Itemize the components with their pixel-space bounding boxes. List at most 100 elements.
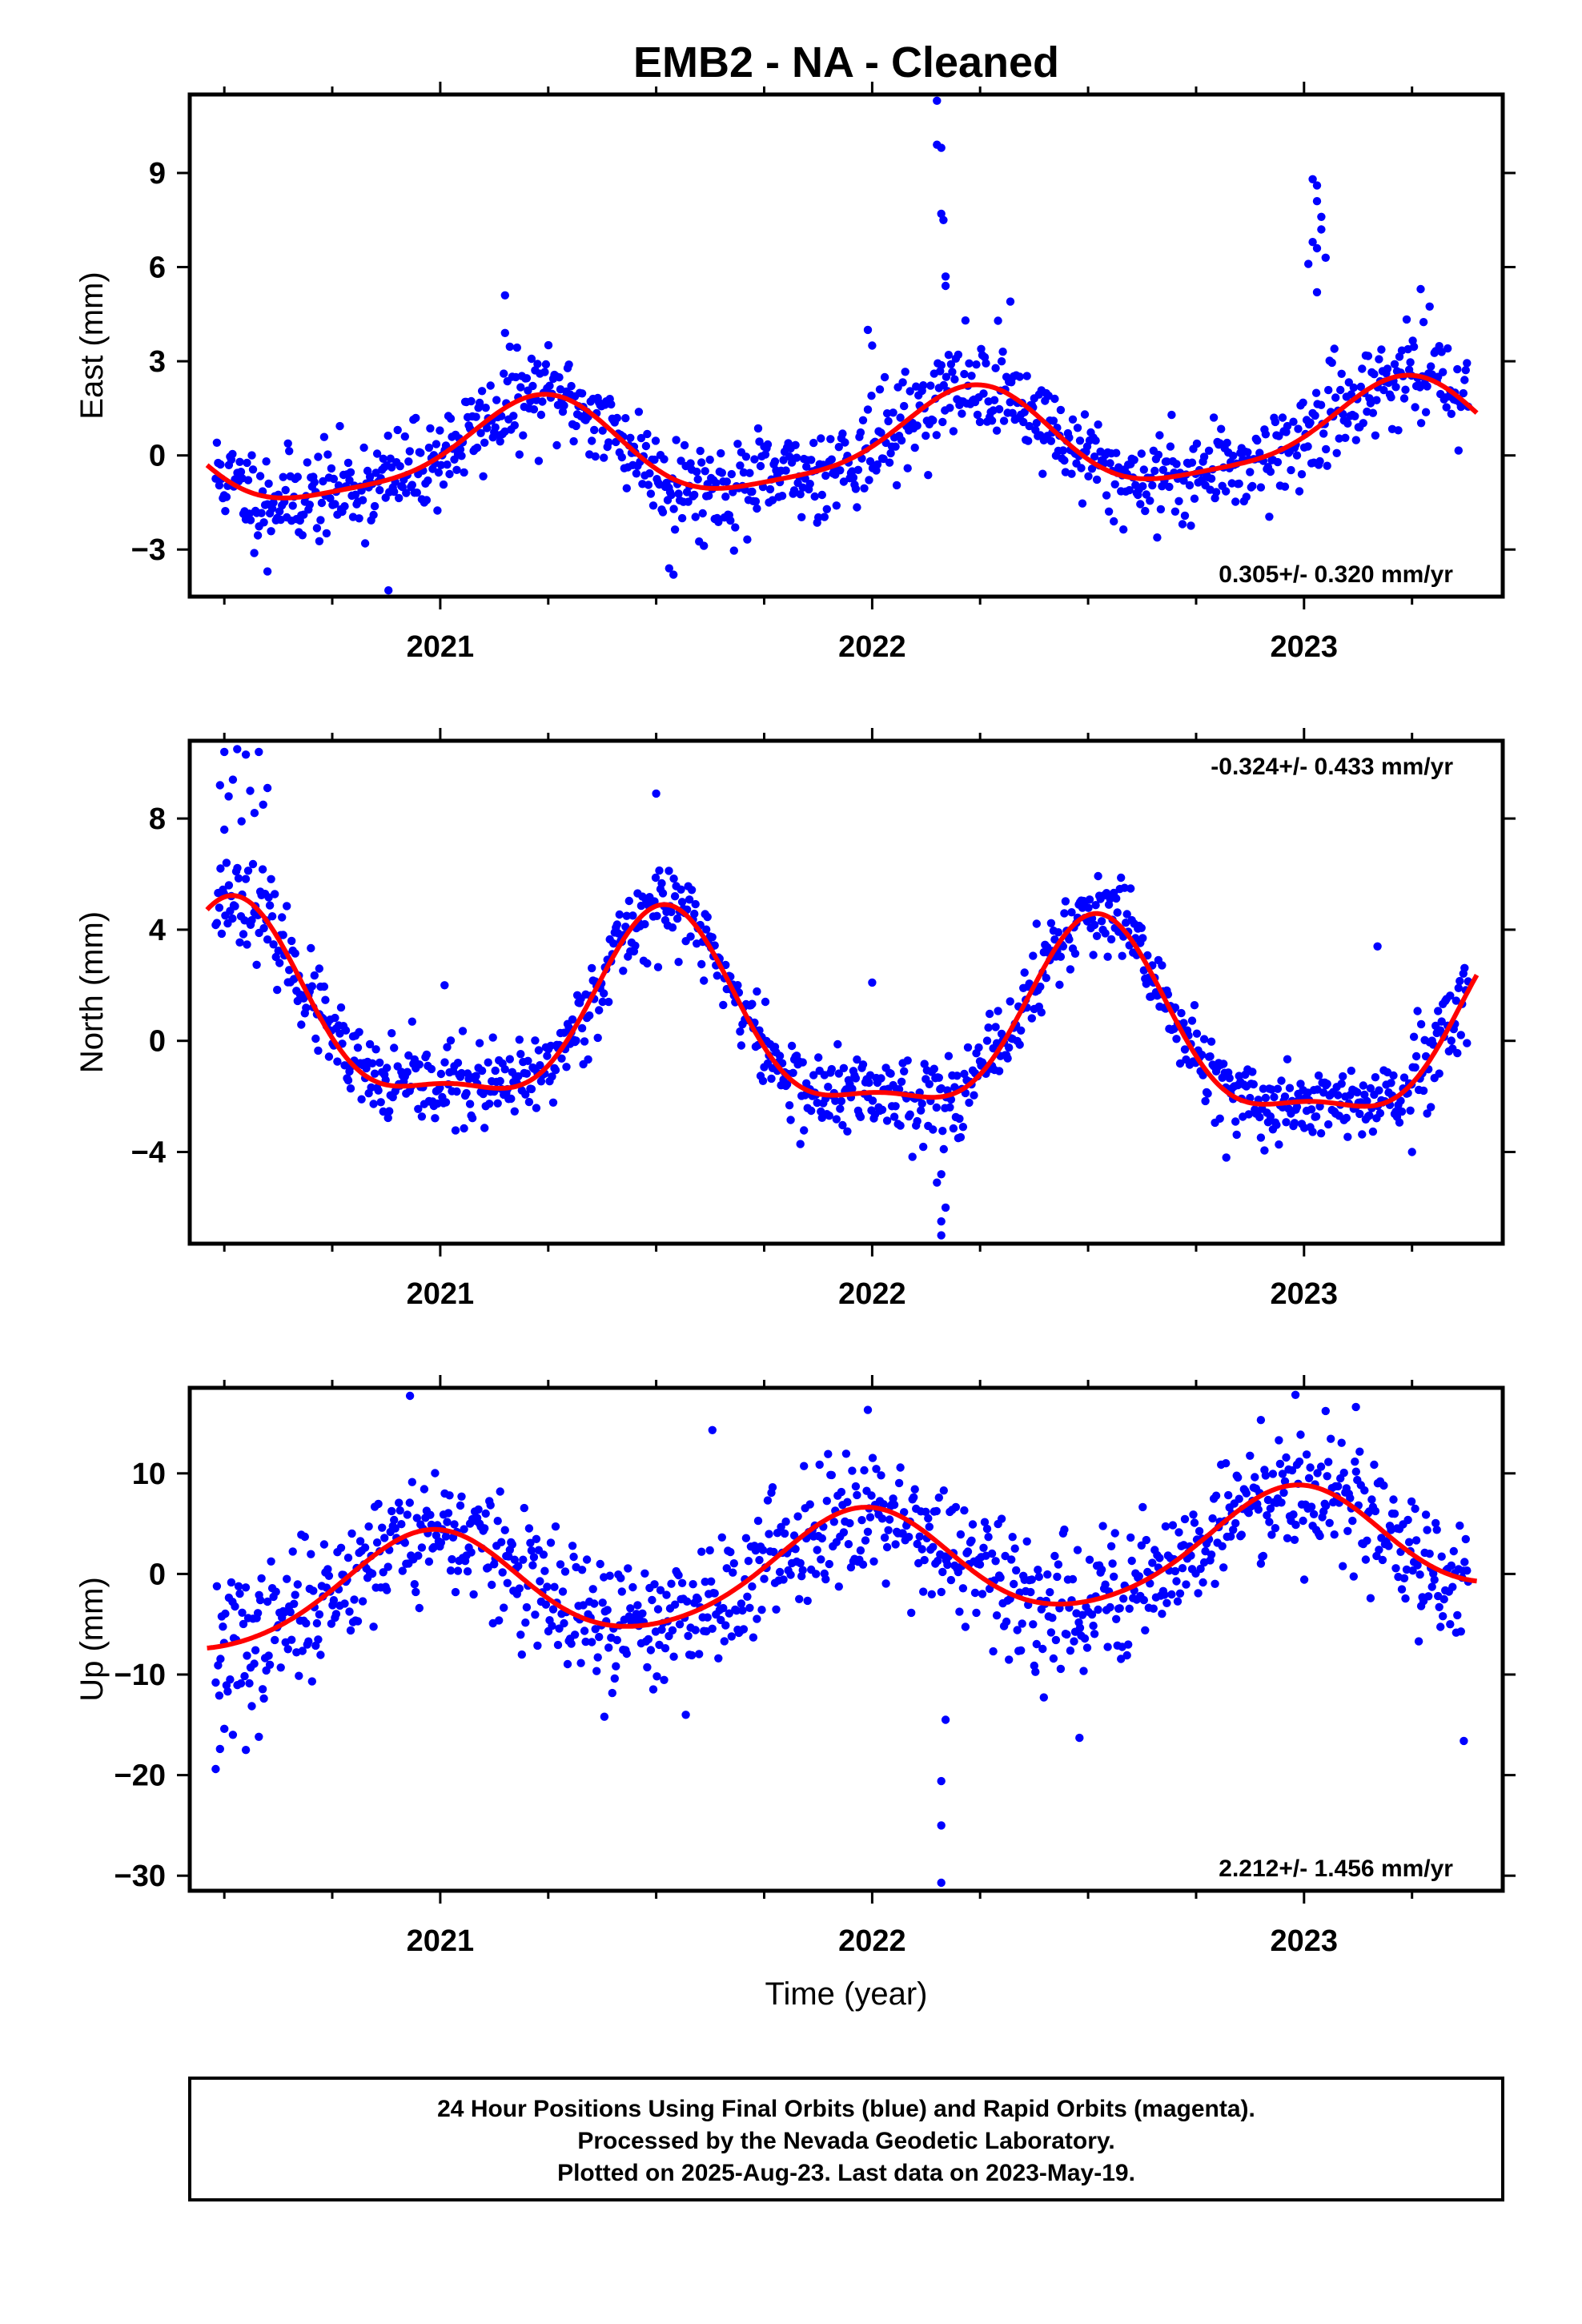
north-data-point [1296, 1080, 1305, 1088]
east-data-point [1015, 372, 1024, 381]
east-data-point [1172, 460, 1181, 468]
north-data-point [1199, 1071, 1207, 1080]
north-data-point [1126, 884, 1135, 893]
up-data-point [1302, 1450, 1311, 1459]
north-data-point [1032, 919, 1042, 928]
north-data-point [677, 898, 687, 907]
east-data-point [1110, 480, 1119, 489]
up-data-point [772, 1605, 781, 1614]
north-data-point [216, 864, 225, 873]
north-data-point [275, 959, 284, 967]
up-data-point [744, 1557, 753, 1566]
up-data-point [467, 1548, 476, 1557]
east-data-point [944, 351, 954, 360]
north-data-point [949, 1124, 958, 1133]
north-data-point [900, 1067, 909, 1076]
east-data-point [317, 498, 327, 508]
up-data-point [960, 1506, 969, 1515]
east-data-point [877, 428, 885, 437]
east-data-point [926, 381, 935, 390]
north-data-point [1437, 1017, 1446, 1026]
up-data-point [1391, 1564, 1400, 1573]
up-data-point [1053, 1572, 1062, 1582]
north-y-axis-label: North (mm) [74, 911, 110, 1073]
east-data-point [1075, 436, 1085, 445]
north-fit-curve [205, 893, 1480, 1109]
up-outlier-point [405, 1391, 415, 1401]
north-data-point [1456, 976, 1464, 986]
up-data-point [345, 1607, 354, 1616]
footer-line-processed: Processed by the Nevada Geodetic Laborat… [577, 2128, 1114, 2154]
north-data-point [484, 1058, 492, 1067]
up-data-point [245, 1679, 254, 1688]
north-outlier-point [315, 964, 323, 973]
north-data-point [1037, 1008, 1046, 1017]
up-data-point [1456, 1627, 1466, 1636]
up-data-point [1349, 1572, 1359, 1581]
up-data-point [1138, 1502, 1147, 1512]
up-data-point [1313, 1469, 1322, 1478]
up-data-point [1168, 1521, 1178, 1530]
east-data-point [781, 466, 790, 475]
north-data-point [215, 903, 224, 912]
up-data-point [508, 1540, 516, 1549]
north-outlier-point [241, 750, 251, 759]
up-data-point [1263, 1511, 1271, 1520]
east-y-tick-label: −3 [131, 533, 166, 567]
up-data-point [763, 1496, 773, 1505]
up-data-point [1017, 1646, 1026, 1655]
up-data-point [271, 1587, 280, 1596]
east-data-point [1158, 465, 1168, 474]
north-data-point [271, 890, 279, 899]
up-data-point [939, 1486, 949, 1495]
east-data-point [509, 412, 518, 420]
up-data-point [1429, 1569, 1438, 1578]
up-data-point [725, 1609, 733, 1618]
up-data-point [271, 1635, 279, 1645]
north-data-point [1307, 1105, 1316, 1114]
up-data-point [868, 1454, 877, 1462]
east-data-point [433, 506, 442, 515]
north-data-point [1060, 909, 1069, 918]
up-data-point [327, 1619, 336, 1628]
up-data-point [753, 1614, 761, 1623]
east-outlier-point [1308, 238, 1317, 247]
north-data-point [279, 931, 287, 939]
east-data-point [222, 493, 231, 501]
north-data-point [239, 930, 248, 939]
east-data-point [733, 440, 742, 448]
east-data-point [903, 464, 912, 472]
up-data-point [1162, 1598, 1171, 1608]
up-data-point [1018, 1619, 1026, 1628]
east-data-point [569, 436, 578, 446]
east-data-point [345, 476, 354, 485]
north-data-point [1261, 1093, 1271, 1103]
east-data-point [745, 468, 754, 477]
east-y-tick-label: 6 [149, 251, 166, 285]
east-data-point [865, 456, 875, 466]
up-outlier-point [220, 1724, 229, 1733]
east-data-point [777, 492, 787, 501]
up-data-point [263, 1597, 272, 1606]
north-data-point [668, 923, 677, 932]
north-data-point [379, 1107, 387, 1116]
east-data-point [279, 472, 287, 481]
up-data-point [961, 1622, 970, 1631]
north-data-point [212, 919, 222, 927]
north-outlier-point [1407, 1148, 1416, 1156]
east-data-point [1139, 465, 1149, 474]
east-outlier-point [1416, 284, 1425, 294]
north-outlier-point [215, 781, 224, 790]
up-data-point [1275, 1459, 1285, 1469]
up-data-point [1085, 1555, 1094, 1564]
up-data-point [353, 1617, 363, 1626]
east-data-point [486, 381, 495, 390]
north-data-point [1215, 1114, 1224, 1124]
up-data-point [251, 1646, 260, 1655]
east-data-point [1319, 429, 1328, 438]
east-outlier-point [1006, 297, 1015, 306]
north-data-point [285, 966, 294, 975]
up-data-point [739, 1625, 749, 1634]
